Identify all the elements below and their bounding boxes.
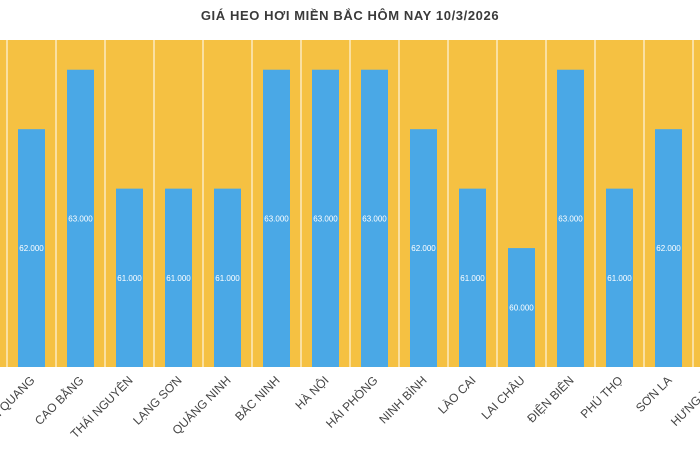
bar-value-label: 63.000 <box>362 214 387 223</box>
bar-value-label: 61.000 <box>166 274 191 283</box>
x-tick-label: HẢI PHÒNG <box>322 373 380 431</box>
bar-value-label: 61.000 <box>215 274 240 283</box>
bar <box>410 129 437 367</box>
bar-value-label: 62.000 <box>656 244 681 253</box>
x-tick-label: HÀ NỘI <box>292 373 332 413</box>
x-tick-label: ĐIỆN BIÊN <box>524 373 577 426</box>
bar <box>655 129 682 367</box>
bar <box>263 69 290 368</box>
bar <box>459 188 486 367</box>
bar <box>312 69 339 368</box>
bar-value-label: 62.000 <box>411 244 436 253</box>
bar <box>116 188 143 367</box>
bar <box>18 129 45 367</box>
x-tick-label: PHÚ THỌ <box>577 373 626 422</box>
bar-value-label: 61.000 <box>117 274 142 283</box>
bar <box>214 188 241 367</box>
x-tick-label: SƠN LA <box>633 373 675 415</box>
bar-value-label: 62.000 <box>19 244 44 253</box>
x-tick-label: TUYÊN QUANG <box>0 373 38 446</box>
x-tick-label: LAI CHÂU <box>478 373 528 423</box>
bar-value-label: 63.000 <box>558 214 583 223</box>
bar-value-label: 63.000 <box>264 214 289 223</box>
x-tick-label: NINH BÌNH <box>376 373 430 427</box>
bar <box>606 188 633 367</box>
bar <box>361 69 388 368</box>
bar <box>67 69 94 368</box>
bar <box>557 69 584 368</box>
x-tick-label: BẮC NINH <box>231 373 282 424</box>
bar-value-label: 63.000 <box>68 214 93 223</box>
bar-value-label: 63.000 <box>313 214 338 223</box>
bar-value-label: 60.000 <box>509 304 534 313</box>
bar-value-label: 61.000 <box>607 274 632 283</box>
bar-value-label: 61.000 <box>460 274 485 283</box>
bar <box>508 248 535 367</box>
chart-title: GIÁ HEO HƠI MIỀN BẮC HÔM NAY 10/3/2026 <box>200 8 500 23</box>
bar <box>165 188 192 367</box>
x-tick-label: LÀO CAI <box>435 373 479 417</box>
